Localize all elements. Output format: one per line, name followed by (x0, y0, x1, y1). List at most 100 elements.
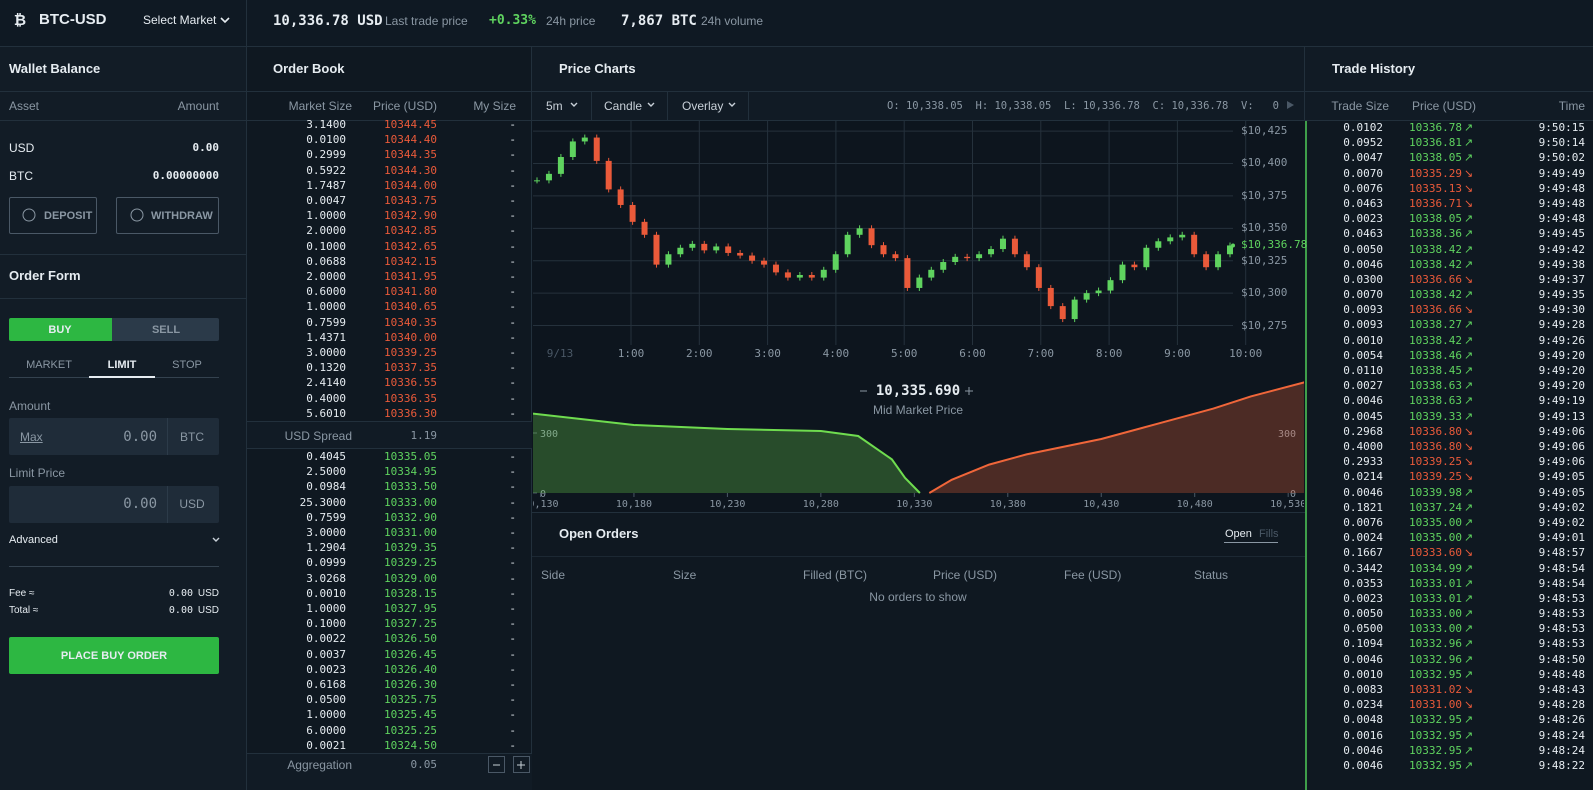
my-size: - (509, 510, 516, 524)
trade-time: 9:48:24 (1538, 728, 1585, 742)
x-tick-label: 4:00 (823, 347, 850, 360)
market-select[interactable]: Select Market (143, 13, 217, 27)
trade-price: 10332.95 (1409, 743, 1462, 757)
withdraw-button[interactable] (116, 197, 219, 234)
max[interactable]: Max (20, 430, 43, 444)
tab[interactable]: Fills (1259, 528, 1279, 540)
size: 0.6168 (306, 678, 346, 691)
chart-panel (532, 121, 1305, 512)
trade-direction: ↘ (1464, 182, 1474, 195)
size: 0.7599 (306, 315, 346, 329)
trade-direction: ↗ (1464, 577, 1474, 590)
trade-price: 10335.00 (1409, 515, 1462, 529)
label: Asset (9, 99, 40, 113)
sell[interactable]: SELL (151, 324, 181, 336)
column-header: Fee (USD) (1064, 568, 1122, 582)
my-size: - (509, 617, 516, 631)
place-order-button[interactable] (9, 637, 219, 674)
withdraw[interactable]: WITHDRAW (151, 210, 213, 222)
trade-direction: ↘ (1464, 273, 1474, 286)
trade-time: 9:49:48 (1538, 212, 1585, 226)
candle (1191, 234, 1198, 255)
agg-icons (493, 761, 525, 769)
candle (868, 228, 875, 246)
order-type-tab[interactable]: LIMIT (107, 359, 137, 371)
size: 1.2904 (306, 541, 346, 555)
trade-size: 0.0083 (1343, 683, 1383, 697)
trade-time: 9:48:53 (1538, 622, 1585, 636)
label: 0.00 (123, 429, 157, 445)
buy[interactable]: BUY (48, 324, 72, 336)
ohlcv: O: 10,338.05 H: 10,338.05 L: 10,336.78 C… (887, 100, 1279, 112)
y-tick-label: 300 (1278, 429, 1296, 440)
trade-price: 10335.13 (1409, 181, 1462, 195)
my-size: - (509, 270, 516, 283)
trade-time: 9:49:20 (1538, 348, 1585, 362)
size: 3.0000 (306, 526, 346, 539)
candle (665, 254, 672, 265)
candle (1167, 237, 1174, 242)
trade-time: 9:48:54 (1538, 576, 1585, 590)
deposit-icon (22, 208, 36, 222)
order-type-tab[interactable]: STOP (172, 359, 202, 371)
trade-price: 10336.71 (1409, 196, 1462, 210)
chart-control[interactable]: Candle (604, 99, 643, 113)
size: 0.1320 (306, 361, 346, 375)
submit[interactable]: PLACE BUY ORDER (60, 650, 168, 662)
trade-time: 9:49:20 (1538, 379, 1585, 393)
trade-time: 9:49:06 (1538, 455, 1585, 469)
size: 0.6000 (306, 285, 346, 299)
open-orders-panel (532, 512, 1305, 790)
label: 0.00 (168, 588, 193, 599)
trade-size: 0.0027 (1343, 379, 1383, 393)
agg-minus[interactable] (488, 756, 505, 773)
spread-row (247, 421, 532, 449)
trade-direction: ↗ (1464, 152, 1474, 165)
trade-price: 10333.01 (1409, 576, 1462, 590)
buy-toggle[interactable] (9, 318, 112, 341)
price: 10342.15 (384, 254, 437, 268)
column-header: Filled (BTC) (803, 568, 868, 582)
trade-price: 10338.63 (1409, 394, 1462, 408)
candle (904, 258, 911, 288)
label: 24h volume (701, 14, 764, 28)
trade-time: 9:49:42 (1538, 242, 1585, 256)
chart-control[interactable]: 5m (546, 99, 563, 113)
label: BTC (180, 430, 204, 444)
order-book-panel (247, 47, 532, 790)
chart-control[interactable]: Overlay (682, 99, 724, 113)
sell-toggle[interactable] (112, 318, 219, 341)
my-size: - (509, 209, 516, 223)
candle (1131, 264, 1138, 268)
y-tick-label: $10,425 (1241, 124, 1288, 138)
label: 24h price (546, 14, 596, 28)
label: 0.05 (410, 758, 438, 771)
trade-size: 0.1667 (1343, 546, 1383, 560)
deposit-button[interactable] (9, 197, 97, 234)
last-price-label: $10,336.78 (1241, 238, 1308, 252)
trade-time: 9:48:57 (1538, 546, 1585, 560)
my-size: - (509, 541, 516, 555)
trade-direction: ↗ (1464, 137, 1474, 150)
agg-plus[interactable] (513, 756, 530, 773)
trade-direction: ↗ (1464, 592, 1474, 605)
candle (916, 277, 923, 288)
deposit[interactable]: DEPOSIT (44, 210, 93, 222)
my-size: - (509, 391, 516, 405)
y-tick-label: 300 (540, 429, 558, 440)
aggregation-row (247, 753, 532, 790)
order-type-tab[interactable]: MARKET (26, 359, 72, 371)
label: Last trade price (385, 14, 468, 28)
amount-input[interactable] (9, 418, 219, 455)
advanced[interactable]: Advanced (9, 534, 58, 546)
tab[interactable]: Open (1225, 528, 1252, 540)
trade-time: 9:48:26 (1538, 713, 1585, 727)
trade-size: 0.1094 (1343, 637, 1383, 651)
limit-input[interactable] (9, 486, 219, 523)
candle (928, 269, 935, 278)
trade-size: 0.0102 (1343, 121, 1383, 134)
my-size: - (509, 406, 516, 420)
trade-size: 0.0046 (1343, 743, 1383, 757)
mid-icons (860, 387, 973, 395)
candle (1155, 241, 1162, 248)
